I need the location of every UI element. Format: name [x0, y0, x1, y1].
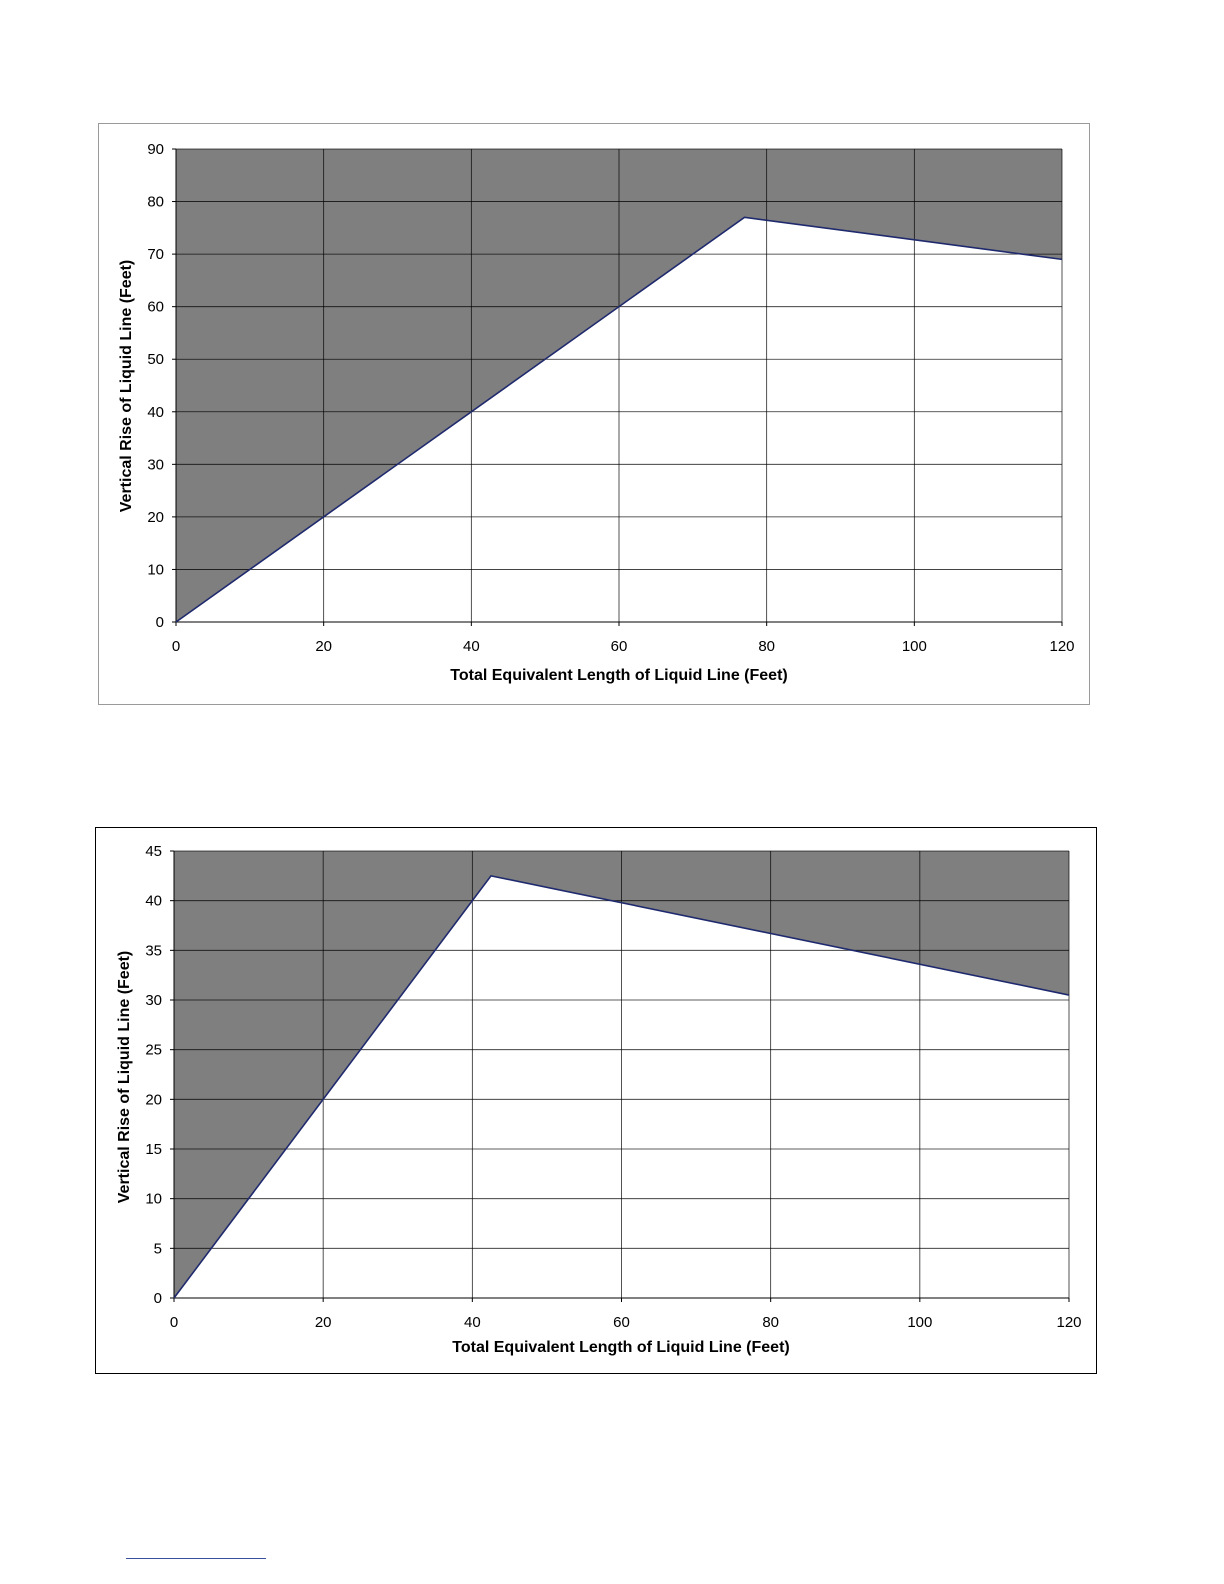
chart-2-y-tick-label: 20 — [145, 1091, 162, 1108]
chart-2-x-tick-label: 60 — [613, 1314, 630, 1331]
chart-1-y-tick-label: 70 — [147, 246, 164, 263]
chart-2-y-tick-label: 35 — [145, 942, 162, 959]
chart-2-x-axis-title: Total Equivalent Length of Liquid Line (… — [452, 1339, 789, 1356]
chart-1-plot — [175, 148, 1063, 623]
chart-2-y-tick-label: 25 — [145, 1042, 162, 1059]
chart-2-y-tick-label: 10 — [145, 1191, 162, 1208]
chart-2-y-tick-label: 0 — [154, 1290, 162, 1307]
chart-1-x-ticks: 0 20 40 60 80 100 120 — [172, 622, 1075, 655]
chart-1-x-axis-title: Total Equivalent Length of Liquid Line (… — [450, 667, 787, 684]
chart-2-x-tick-label: 100 — [907, 1314, 932, 1331]
chart-1-y-tick-label: 10 — [147, 561, 164, 578]
chart-2-boundary-line — [173, 874, 1070, 1299]
chart-1-y-tick-label: 40 — [147, 404, 164, 421]
chart-1-boundary-line — [175, 216, 1063, 623]
chart-2: 0 20 40 60 80 100 120 0 5 10 15 20 25 30 35 40 45 Total… — [116, 843, 1082, 1356]
chart-1-x-tick-label: 80 — [758, 638, 775, 655]
chart-1-grid — [175, 148, 1063, 623]
chart-2-x-tick-label: 40 — [464, 1314, 481, 1331]
chart-1-y-tick-label: 50 — [147, 351, 164, 368]
chart-1-y-axis-title: Vertical Rise of Liquid Line (Feet) — [118, 260, 135, 512]
chart-2-y-tick-label: 45 — [145, 843, 162, 860]
chart-1-x-tick-label: 0 — [172, 638, 180, 655]
chart-1-y-ticks: 0 10 20 30 40 50 60 70 80 90 — [147, 141, 176, 631]
chart-2-y-ticks: 0 5 10 15 20 25 30 35 40 45 — [145, 843, 174, 1307]
chart-2-y-tick-label: 40 — [145, 893, 162, 910]
chart-1-y-tick-label: 60 — [147, 299, 164, 316]
chart-1-y-tick-label: 90 — [147, 141, 164, 158]
chart-2-shaded-region — [174, 851, 1069, 1298]
chart-2-x-tick-label: 120 — [1056, 1314, 1081, 1331]
chart-1-x-tick-label: 40 — [463, 638, 480, 655]
chart-2-x-tick-label: 80 — [762, 1314, 779, 1331]
chart-1-y-tick-label: 30 — [147, 456, 164, 473]
chart-1-y-tick-label: 80 — [147, 194, 164, 211]
chart-2-x-ticks: 0 20 40 60 80 100 120 — [170, 1298, 1082, 1331]
chart-2-frame: 0 20 40 60 80 100 120 0 5 10 15 20 25 30 35 40 45 Total… — [95, 827, 1097, 1374]
chart-1-shaded-region — [176, 149, 1062, 622]
footer-rule — [126, 1558, 266, 1559]
chart-1-y-tick-label: 20 — [147, 509, 164, 526]
chart-1-x-tick-label: 20 — [315, 638, 332, 655]
chart-2-y-tick-label: 30 — [145, 992, 162, 1009]
chart-2-x-tick-label: 0 — [170, 1314, 178, 1331]
chart-1-x-tick-label: 100 — [902, 638, 927, 655]
chart-1-x-tick-label: 120 — [1049, 638, 1074, 655]
chart-1: 0 20 40 60 80 100 120 0 10 20 30 40 50 60 70 80 90 Tota… — [118, 141, 1075, 684]
chart-2-x-tick-label: 20 — [315, 1314, 332, 1331]
chart-2-y-tick-label: 5 — [154, 1240, 162, 1257]
chart-1-y-tick-label: 0 — [156, 614, 164, 631]
chart-2-plot — [173, 850, 1070, 1299]
chart-2-y-axis-title: Vertical Rise of Liquid Line (Feet) — [116, 951, 133, 1203]
chart-2-y-tick-label: 15 — [145, 1141, 162, 1158]
chart-1-frame: 0 20 40 60 80 100 120 0 10 20 30 40 50 60 70 80 90 Tota… — [98, 123, 1090, 705]
chart-1-x-tick-label: 60 — [611, 638, 628, 655]
